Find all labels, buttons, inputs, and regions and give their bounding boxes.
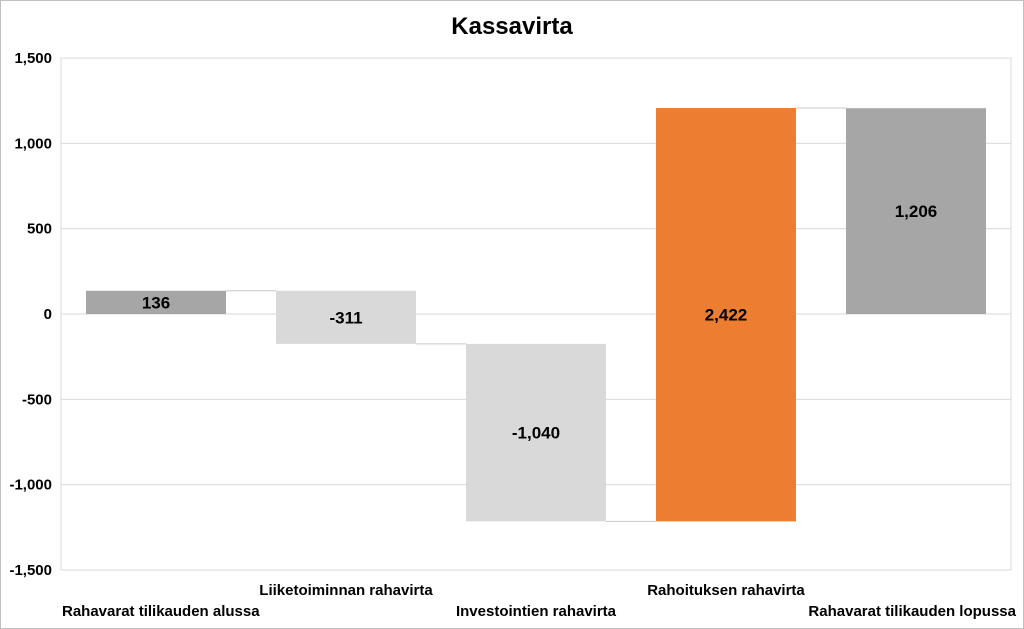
y-tick-label: 1,500	[14, 50, 52, 67]
x-category-label: Investointien rahavirta	[456, 603, 617, 620]
bar-1	[86, 290, 226, 314]
y-tick-label: 500	[27, 221, 52, 238]
bar-2	[276, 290, 416, 344]
y-tick-label: 0	[44, 306, 52, 323]
x-category-label: Rahavarat tilikauden lopussa	[808, 603, 1016, 620]
x-axis-categories: Rahavarat tilikauden alussa Liiketoiminna…	[62, 582, 1017, 620]
x-category-label: Rahavarat tilikauden alussa	[62, 603, 260, 620]
y-tick-label: -500	[22, 391, 52, 408]
y-tick-label: -1,000	[9, 477, 52, 494]
data-label: 1,206	[895, 202, 938, 221]
bar-5	[846, 108, 986, 315]
data-label: 2,422	[705, 306, 748, 325]
data-label: -311	[329, 308, 362, 327]
bar-4	[656, 108, 796, 522]
data-label: 136	[142, 293, 170, 312]
x-category-label: Liiketoiminnan rahavirta	[259, 582, 433, 599]
x-category-label: Rahoituksen rahavirta	[647, 582, 805, 599]
data-label: -1,040	[512, 424, 560, 443]
chart-title: Kassavirta	[451, 13, 573, 40]
y-axis-ticks: 1,500 1,000 500 0 -500 -1,000 -1,500	[9, 50, 52, 579]
bar-3	[466, 343, 606, 522]
connector-lines	[226, 107, 846, 522]
data-labels: 136 -311 -1,040 2,422 1,206	[142, 202, 937, 443]
bars	[86, 108, 986, 522]
y-tick-label: -1,500	[9, 562, 52, 579]
y-tick-label: 1,000	[14, 135, 52, 152]
